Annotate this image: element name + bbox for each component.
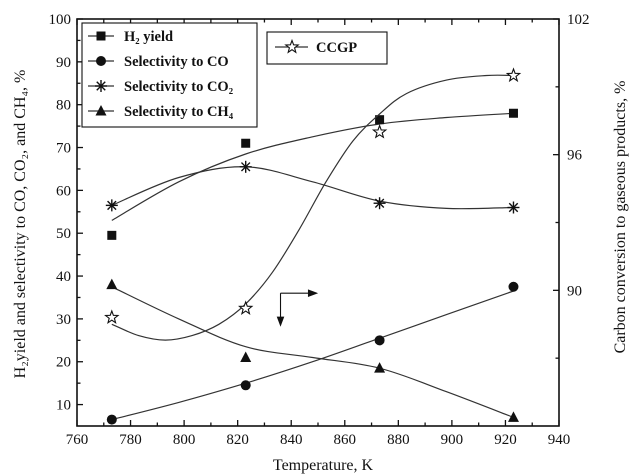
left-y-tick-label: 90: [56, 55, 71, 71]
arrow-down-head: [276, 316, 285, 327]
sel_ch4-point: [240, 351, 252, 362]
left-y-tick-label: 40: [56, 269, 71, 285]
sel_co2-point: [507, 201, 520, 214]
ccgp-point: [104, 309, 120, 324]
arrow-right-head: [307, 289, 319, 297]
x-tick-label: 800: [173, 432, 196, 448]
x-tick-label: 900: [441, 432, 464, 448]
h2_yield-curve: [111, 112, 514, 221]
x-tick-label: 860: [334, 432, 357, 448]
right-y-axis-title: Carbon conversion to gaseous products, %: [612, 81, 629, 354]
left-y-tick-label: 100: [49, 12, 72, 28]
legend-right-label: CCGP: [316, 40, 357, 56]
left-y-tick-label: 70: [56, 141, 71, 157]
sel_ch4-curve: [111, 286, 514, 418]
x-tick-label: 880: [387, 432, 410, 448]
sel_co-point: [106, 414, 117, 425]
sel_co2-point: [105, 199, 118, 212]
sel_co2-point-stroke: [240, 162, 251, 172]
left-y-tick-label: 10: [56, 398, 71, 414]
sel_co2-point-stroke: [374, 198, 385, 208]
sel_co-point: [240, 380, 251, 391]
legend-left-marker-stroke: [96, 81, 106, 91]
sel_co2-curve: [111, 166, 514, 210]
h2_yield-point: [375, 115, 385, 125]
sel_co2-point-stroke: [508, 202, 519, 213]
left-y-tick-label: 60: [56, 183, 71, 199]
axis-indicator-arrows: [276, 289, 319, 327]
sel_co-curve: [111, 290, 514, 421]
ccgp-curve: [111, 74, 514, 341]
x-tick-label: 920: [494, 432, 517, 448]
ccgp-point: [238, 300, 254, 315]
left-y-tick-label: 20: [56, 355, 71, 371]
right-y-tick-label: 90: [567, 283, 582, 299]
left-y-tick-label: 30: [56, 312, 71, 328]
legend-right-marker: [284, 38, 300, 54]
sel_co2-point: [373, 197, 386, 210]
x-tick-label: 820: [226, 432, 249, 448]
sel_co2-point: [239, 160, 252, 173]
ccgp-point: [371, 124, 388, 139]
right-y-tick-label: 102: [567, 12, 590, 28]
legend-left-marker: [95, 80, 107, 92]
h2_yield-point: [241, 138, 251, 148]
h2_yield-point: [508, 108, 518, 118]
legend-left-marker: [96, 56, 106, 66]
h2_yield-point: [107, 230, 117, 240]
x-axis-title: Temperature, K: [273, 457, 374, 474]
sel_co2-point-stroke: [107, 200, 117, 211]
x-tick-label: 760: [66, 432, 89, 448]
sel_ch4-point: [106, 278, 118, 290]
x-tick-label: 780: [119, 432, 142, 448]
x-tick-label: 940: [548, 432, 571, 448]
legend-right-box: [266, 31, 388, 65]
left-y-tick-label: 50: [56, 226, 71, 242]
left-y-tick-label: 80: [56, 98, 71, 114]
legend-left-label: Selectivity to CH₄: [124, 104, 234, 120]
left-y-axis-title: H₂yield and selectivity to CO, CO₂, and …: [12, 70, 29, 379]
legend-left-box: [81, 22, 258, 128]
legend-left-label: Selectivity to CO₂: [124, 79, 233, 95]
x-tick-label: 840: [280, 432, 303, 448]
legend-left-marker: [96, 31, 106, 41]
ccgp-point: [505, 67, 522, 83]
sel_co-point: [508, 281, 519, 292]
right-y-tick-label: 96: [567, 148, 583, 164]
legend-left-label: H₂ yield: [124, 29, 173, 45]
sel_ch4-point: [374, 362, 386, 373]
sel_co-point: [374, 335, 385, 346]
legend-left-marker: [95, 105, 107, 116]
legend-left-label: Selectivity to CO: [124, 54, 229, 70]
sel_ch4-point: [507, 411, 519, 422]
